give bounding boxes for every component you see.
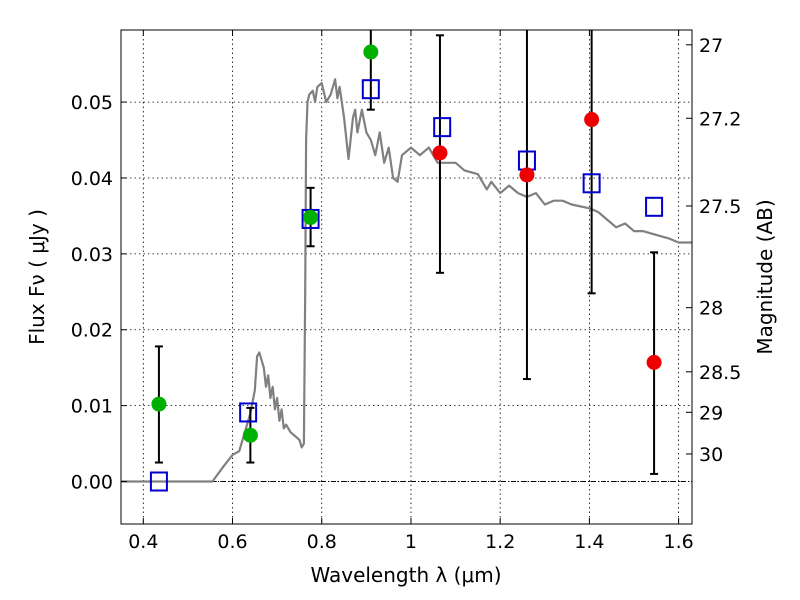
magnitude-tick-label: 28.5: [699, 362, 741, 384]
x-tick-label: 1.4: [574, 531, 604, 553]
detection-point: [242, 427, 258, 443]
detection-point: [303, 209, 319, 225]
magnitude-tick-label: 27.2: [699, 108, 741, 130]
plot-frame: [120, 29, 693, 525]
model-magnitude-square: [645, 196, 664, 217]
data-layer: [121, 30, 692, 492]
y-tick-label: 0.02: [71, 320, 113, 342]
x-tick-label: 1.6: [664, 531, 694, 553]
magnitude-tick-label: 27.5: [699, 196, 741, 218]
model-magnitude-square: [149, 471, 168, 492]
tick-labels: 0.4 0.6 0.8 1 1.2 1.4 1.6 0.00 0.01 0.02 0.03 0.04 0…: [71, 35, 742, 553]
magnitude-tick-label: 28: [699, 298, 723, 320]
x-tick-label: 1: [405, 531, 417, 553]
x-tick-label: 0.4: [128, 531, 158, 553]
upper-limit-point: [519, 167, 535, 183]
magnitude-tick-label: 29: [699, 402, 723, 424]
upper-limit-point: [646, 354, 662, 370]
tick-marks: [121, 30, 692, 524]
x-axis-label: Wavelength λ (μm): [310, 563, 501, 587]
detection-point: [363, 44, 379, 60]
upper-limit-point: [432, 145, 448, 161]
model-sed-line: [121, 78, 692, 483]
grid: [121, 30, 692, 524]
detection-point: [151, 396, 167, 412]
y-tick-label: 0.00: [71, 472, 113, 494]
magnitude-tick-label: 30: [699, 444, 723, 466]
model-magnitude-square: [361, 79, 380, 100]
x-tick-label: 0.8: [307, 531, 337, 553]
y-tick-label: 0.03: [71, 244, 113, 266]
y-tick-label: 0.01: [71, 396, 113, 418]
y-tick-label: 0.04: [71, 168, 113, 190]
magnitude-axis-label: Magnitude (AB): [753, 199, 777, 354]
upper-limit-point: [584, 112, 600, 128]
x-tick-label: 0.6: [217, 531, 247, 553]
x-tick-label: 1.2: [485, 531, 515, 553]
model-magnitude-square: [239, 402, 258, 423]
y-axis-label: Flux Fν ( μJy ): [25, 209, 49, 345]
y-tick-label: 0.05: [71, 92, 113, 114]
model-magnitude-square: [582, 173, 601, 194]
model-magnitude-square: [433, 117, 452, 138]
magnitude-tick-label: 27: [699, 35, 723, 57]
